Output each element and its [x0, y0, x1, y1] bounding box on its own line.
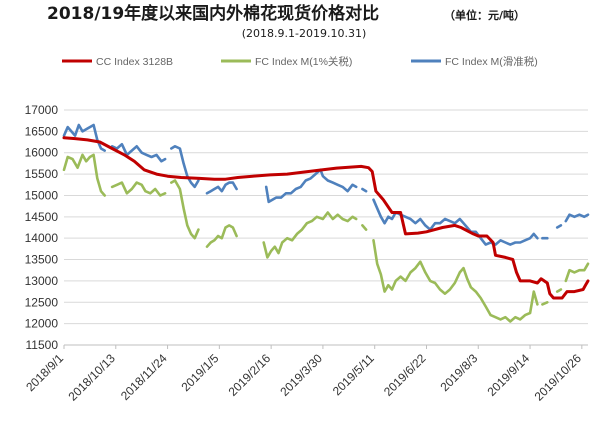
series-line-fc-1pct [62, 153, 106, 197]
series-line-fc-1pct [555, 288, 563, 293]
series-line-fc-1pct [361, 224, 368, 231]
series-line-fc-1pct [262, 211, 358, 259]
chart-title: 2018/19年度以来国内外棉花现货价格对比 [47, 3, 379, 24]
legend-label-fc-1pct: FC Index M(1%关税) [255, 55, 352, 68]
y-tick-label: 12000 [25, 317, 59, 331]
x-tick-label: 2019/1/5 [179, 351, 222, 394]
series-line-cc-index [62, 136, 590, 300]
x-tick-label: 2019/6/22 [381, 351, 429, 399]
x-tick-label: 2019/9/14 [485, 351, 533, 399]
series-line-fc-slide [555, 224, 563, 229]
y-tick-label: 15500 [25, 167, 59, 181]
chart-unit: （单位：元/吨） [444, 8, 525, 22]
y-tick-label: 14000 [25, 231, 59, 245]
series-line-fc-slide [361, 187, 368, 193]
y-tick-label: 16000 [25, 146, 59, 160]
y-tick-label: 16500 [25, 124, 59, 138]
y-tick-label: 14500 [25, 210, 59, 224]
legend: CC Index 3128B FC Index M(1%关税) FC Index… [62, 55, 538, 68]
x-tick-label: 2018/11/24 [118, 351, 170, 403]
x-tick-label: 2018/9/1 [23, 351, 66, 394]
x-tick-label: 2019/10/26 [532, 351, 585, 404]
series-line-fc-1pct [170, 179, 200, 240]
series-lines [62, 123, 590, 323]
y-tick-label: 11500 [26, 338, 59, 352]
legend-label-fc-slide: FC Index M(滑准税) [445, 55, 538, 68]
x-tick-label: 2019/3/30 [277, 351, 325, 399]
series-line-fc-slide [564, 213, 590, 223]
series-line-fc-1pct [205, 224, 238, 248]
x-tick-label: 2019/5/11 [330, 351, 377, 398]
x-axis-ticks: 2018/9/1 2018/10/13 2018/11/24 2019/1/5 2019… [23, 345, 584, 404]
series-line-fc-slide [170, 145, 200, 189]
series-line-fc-1pct [564, 262, 590, 283]
legend-label-cc-index: CC Index 3128B [96, 56, 173, 68]
series-line-fc-1pct [110, 181, 167, 197]
y-tick-label: 17000 [25, 103, 59, 117]
series-line-fc-slide [264, 168, 358, 204]
x-tick-label: 2018/10/13 [66, 351, 119, 404]
x-tick-label: 2019/2/16 [226, 351, 274, 399]
series-line-fc-1pct [372, 239, 539, 323]
x-tick-label: 2019/8/3 [437, 351, 480, 394]
series-line-fc-slide [205, 181, 238, 195]
y-tick-label: 12500 [25, 295, 59, 309]
y-tick-label: 13000 [25, 274, 59, 288]
series-line-fc-slide [110, 142, 167, 163]
y-axis-ticks: 11500 12000 12500 13000 13500 14000 14500 15000… [25, 103, 59, 352]
gridlines [64, 109, 588, 346]
chart-subtitle: (2018.9.1-2019.10.31) [242, 27, 367, 40]
y-tick-label: 15000 [25, 188, 59, 202]
series-line-fc-1pct [541, 300, 549, 306]
y-tick-label: 13500 [25, 253, 59, 267]
